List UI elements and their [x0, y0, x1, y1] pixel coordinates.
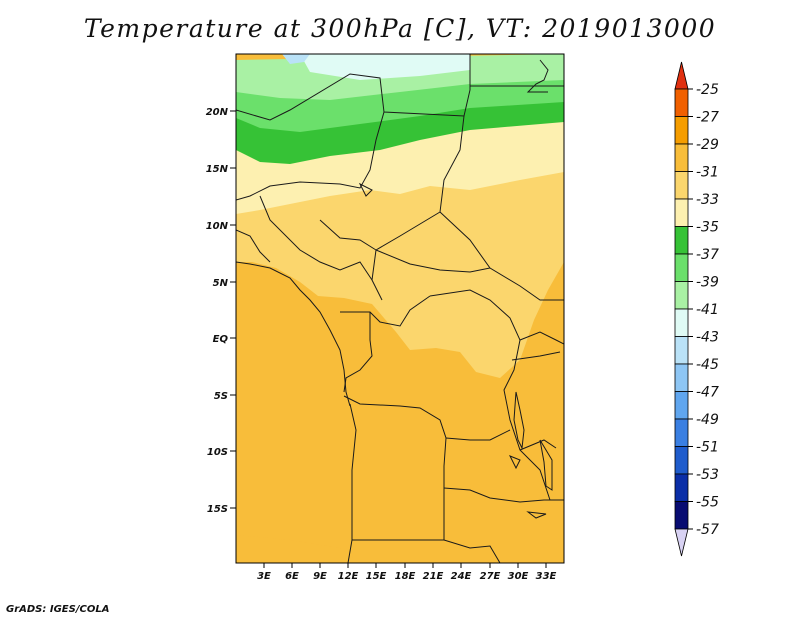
latitude-labels: 20N 15N 10N 5N EQ 5S 10S 15S — [206, 107, 229, 515]
lat-label-10n: 10N — [206, 221, 229, 232]
lon-label-12e: 12E — [338, 571, 359, 582]
colorbar: -25 -27 -29 -31 -33 -35 -37 -39 -41 -43 -45 -47 -49 -… — [674, 61, 719, 557]
lat-label-15s: 15S — [207, 504, 228, 515]
grads-credit: GrADS: IGES/COLA — [6, 604, 110, 615]
colorbar-label: -55 — [696, 495, 719, 511]
lon-label-21e: 21E — [423, 571, 444, 582]
colorbar-swatch — [674, 418, 689, 447]
colorbar-label: -37 — [696, 247, 719, 263]
temperature-field — [236, 54, 564, 563]
colorbar-swatch — [674, 226, 689, 255]
colorbar-swatch — [674, 308, 689, 337]
lat-label-5n: 5N — [213, 278, 229, 289]
colorbar-label: -53 — [696, 467, 719, 483]
colorbar-swatch — [674, 501, 689, 530]
colorbar-swatch — [674, 116, 689, 145]
lon-label-33e: 33E — [536, 571, 557, 582]
colorbar-swatch — [674, 391, 689, 420]
lon-label-30e: 30E — [508, 571, 529, 582]
colorbar-swatch — [674, 253, 689, 282]
colorbar-label: -45 — [696, 357, 719, 373]
colorbar-label: -47 — [696, 385, 719, 401]
colorbar-swatch — [674, 336, 689, 365]
lon-label-15e: 15E — [366, 571, 387, 582]
colorbar-swatch — [674, 143, 689, 172]
colorbar-swatch — [674, 473, 689, 502]
colorbar-swatch — [674, 61, 689, 90]
lat-label-5s: 5S — [214, 391, 228, 402]
lon-label-3e: 3E — [257, 571, 271, 582]
map-frame — [235, 53, 565, 564]
colorbar-swatch — [674, 363, 689, 392]
latitude-ticks — [230, 110, 236, 509]
colorbar-label: -35 — [696, 220, 719, 236]
colorbar-label: -43 — [696, 330, 719, 346]
lat-label-eq: EQ — [213, 334, 229, 345]
lake-outlines — [358, 182, 553, 519]
colorbar-label: -41 — [696, 302, 719, 318]
colorbar-swatch — [674, 171, 689, 200]
colorbar-label: -57 — [696, 522, 719, 538]
lat-label-20n: 20N — [206, 107, 229, 118]
colorbar-label: -39 — [696, 275, 719, 291]
lon-label-6e: 6E — [285, 571, 299, 582]
longitude-labels: 3E 6E 9E 12E 15E 18E 21E 24E 27E 30E 33E — [257, 571, 556, 582]
map-title: Temperature at 300hPa [C], VT: 201901300… — [83, 14, 717, 43]
colorbar-swatch — [674, 88, 689, 117]
lat-label-10s: 10S — [207, 447, 228, 458]
colorbar-label: -51 — [696, 440, 719, 456]
colorbar-label: -25 — [696, 82, 719, 98]
colorbar-label: -27 — [696, 110, 719, 126]
colorbar-swatch — [674, 528, 689, 557]
colorbar-swatch — [674, 281, 689, 310]
colorbar-label: -31 — [696, 165, 719, 181]
lon-label-18e: 18E — [395, 571, 416, 582]
country-borders — [236, 54, 564, 563]
colorbar-label: -33 — [696, 192, 719, 208]
lon-label-24e: 24E — [451, 571, 472, 582]
lat-label-15n: 15N — [206, 164, 229, 175]
lon-label-27e: 27E — [480, 571, 501, 582]
colorbar-swatch — [674, 198, 689, 227]
colorbar-swatch — [674, 446, 689, 475]
colorbar-label: -49 — [696, 412, 719, 428]
lon-label-9e: 9E — [313, 571, 327, 582]
colorbar-label: -29 — [696, 137, 719, 153]
longitude-ticks — [263, 563, 547, 568]
